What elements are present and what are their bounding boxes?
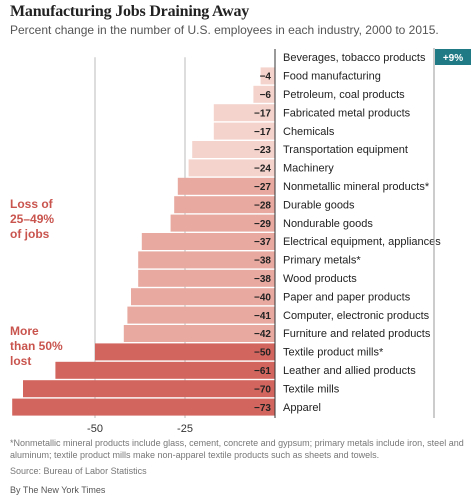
annotation-loss-25-49: Loss of 25–49% of jobs — [10, 197, 54, 242]
bar — [141, 233, 275, 250]
bar — [192, 141, 275, 158]
data-label: −70 — [254, 384, 271, 395]
bar — [138, 269, 275, 287]
bar — [138, 251, 275, 269]
bar — [12, 398, 275, 416]
category-label: Paper and paper products — [283, 291, 411, 303]
annotation-line: than 50% — [10, 339, 63, 353]
category-label: Chemicals — [283, 126, 335, 138]
data-label: −37 — [254, 237, 271, 248]
annotation-line: of jobs — [10, 227, 50, 241]
bar — [253, 85, 275, 103]
category-label: Machinery — [283, 163, 334, 175]
credit-line: By The New York Times — [10, 485, 106, 495]
data-label: −24 — [254, 164, 271, 175]
data-label: +9% — [443, 53, 463, 64]
source-line: Source: Bureau of Labor Statistics — [10, 466, 147, 476]
annotation-more-than-50: More than 50% lost — [10, 324, 63, 369]
data-label: −73 — [254, 403, 271, 414]
category-label: Nondurable goods — [283, 218, 373, 230]
category-label: Furniture and related products — [283, 328, 431, 340]
data-label: −4 — [260, 72, 272, 83]
data-label: −42 — [254, 329, 271, 340]
category-label: Beverages, tobacco products — [283, 52, 426, 64]
bar — [95, 343, 275, 361]
data-label: −38 — [254, 274, 271, 285]
data-label: −6 — [260, 90, 272, 101]
data-label: −38 — [254, 256, 271, 267]
category-label: Wood products — [283, 273, 357, 285]
data-label: −28 — [254, 200, 271, 211]
category-label: Leather and allied products — [283, 365, 416, 377]
chart-title: Manufacturing Jobs Draining Away — [10, 3, 250, 20]
x-tick-label: -25 — [177, 423, 193, 435]
data-label: −23 — [254, 145, 271, 156]
data-label: −50 — [254, 348, 271, 359]
category-label: Durable goods — [283, 199, 355, 211]
category-label: Electrical equipment, appliances — [283, 236, 441, 248]
category-label: Textile mills — [283, 383, 340, 395]
bar — [131, 288, 275, 306]
bar — [23, 380, 275, 398]
data-label: −29 — [254, 219, 271, 230]
bar — [177, 177, 275, 195]
category-label: Food manufacturing — [283, 71, 381, 83]
data-label: −17 — [254, 108, 271, 119]
bar-chart: -50 -25 +9% Beverages, tobacco products −4 Fo… — [12, 48, 471, 435]
data-label: −27 — [254, 182, 271, 193]
footnote: *Nonmetallic mineral products include gl… — [10, 438, 464, 460]
category-label: Nonmetallic mineral products* — [283, 181, 430, 193]
category-label: Transportation equipment — [283, 144, 408, 156]
category-label: Petroleum, coal products — [283, 89, 405, 101]
annotation-line: Loss of — [10, 197, 53, 211]
bar — [213, 122, 275, 140]
x-tick-label: -50 — [87, 423, 103, 435]
bar — [188, 159, 275, 177]
category-label: Fabricated metal products — [283, 107, 411, 119]
bar — [55, 361, 276, 379]
annotation-line: 25–49% — [10, 212, 55, 226]
bar — [174, 196, 275, 214]
annotation-line: More — [10, 324, 39, 338]
category-label: Apparel — [283, 402, 321, 414]
annotation-line: lost — [10, 354, 32, 368]
bar — [170, 214, 275, 232]
bar — [260, 67, 275, 85]
data-label: −40 — [254, 292, 271, 303]
category-label: Computer, electronic products — [283, 310, 430, 322]
category-label: Primary metals* — [283, 255, 361, 267]
bar — [213, 104, 275, 122]
bar — [435, 49, 471, 65]
category-label: Textile product mills* — [283, 347, 384, 359]
data-label: −61 — [254, 366, 271, 377]
bar — [127, 306, 276, 324]
data-label: −41 — [254, 311, 271, 322]
data-label: −17 — [254, 127, 271, 138]
bar — [123, 325, 275, 342]
chart-subtitle: Percent change in the number of U.S. emp… — [10, 23, 439, 37]
